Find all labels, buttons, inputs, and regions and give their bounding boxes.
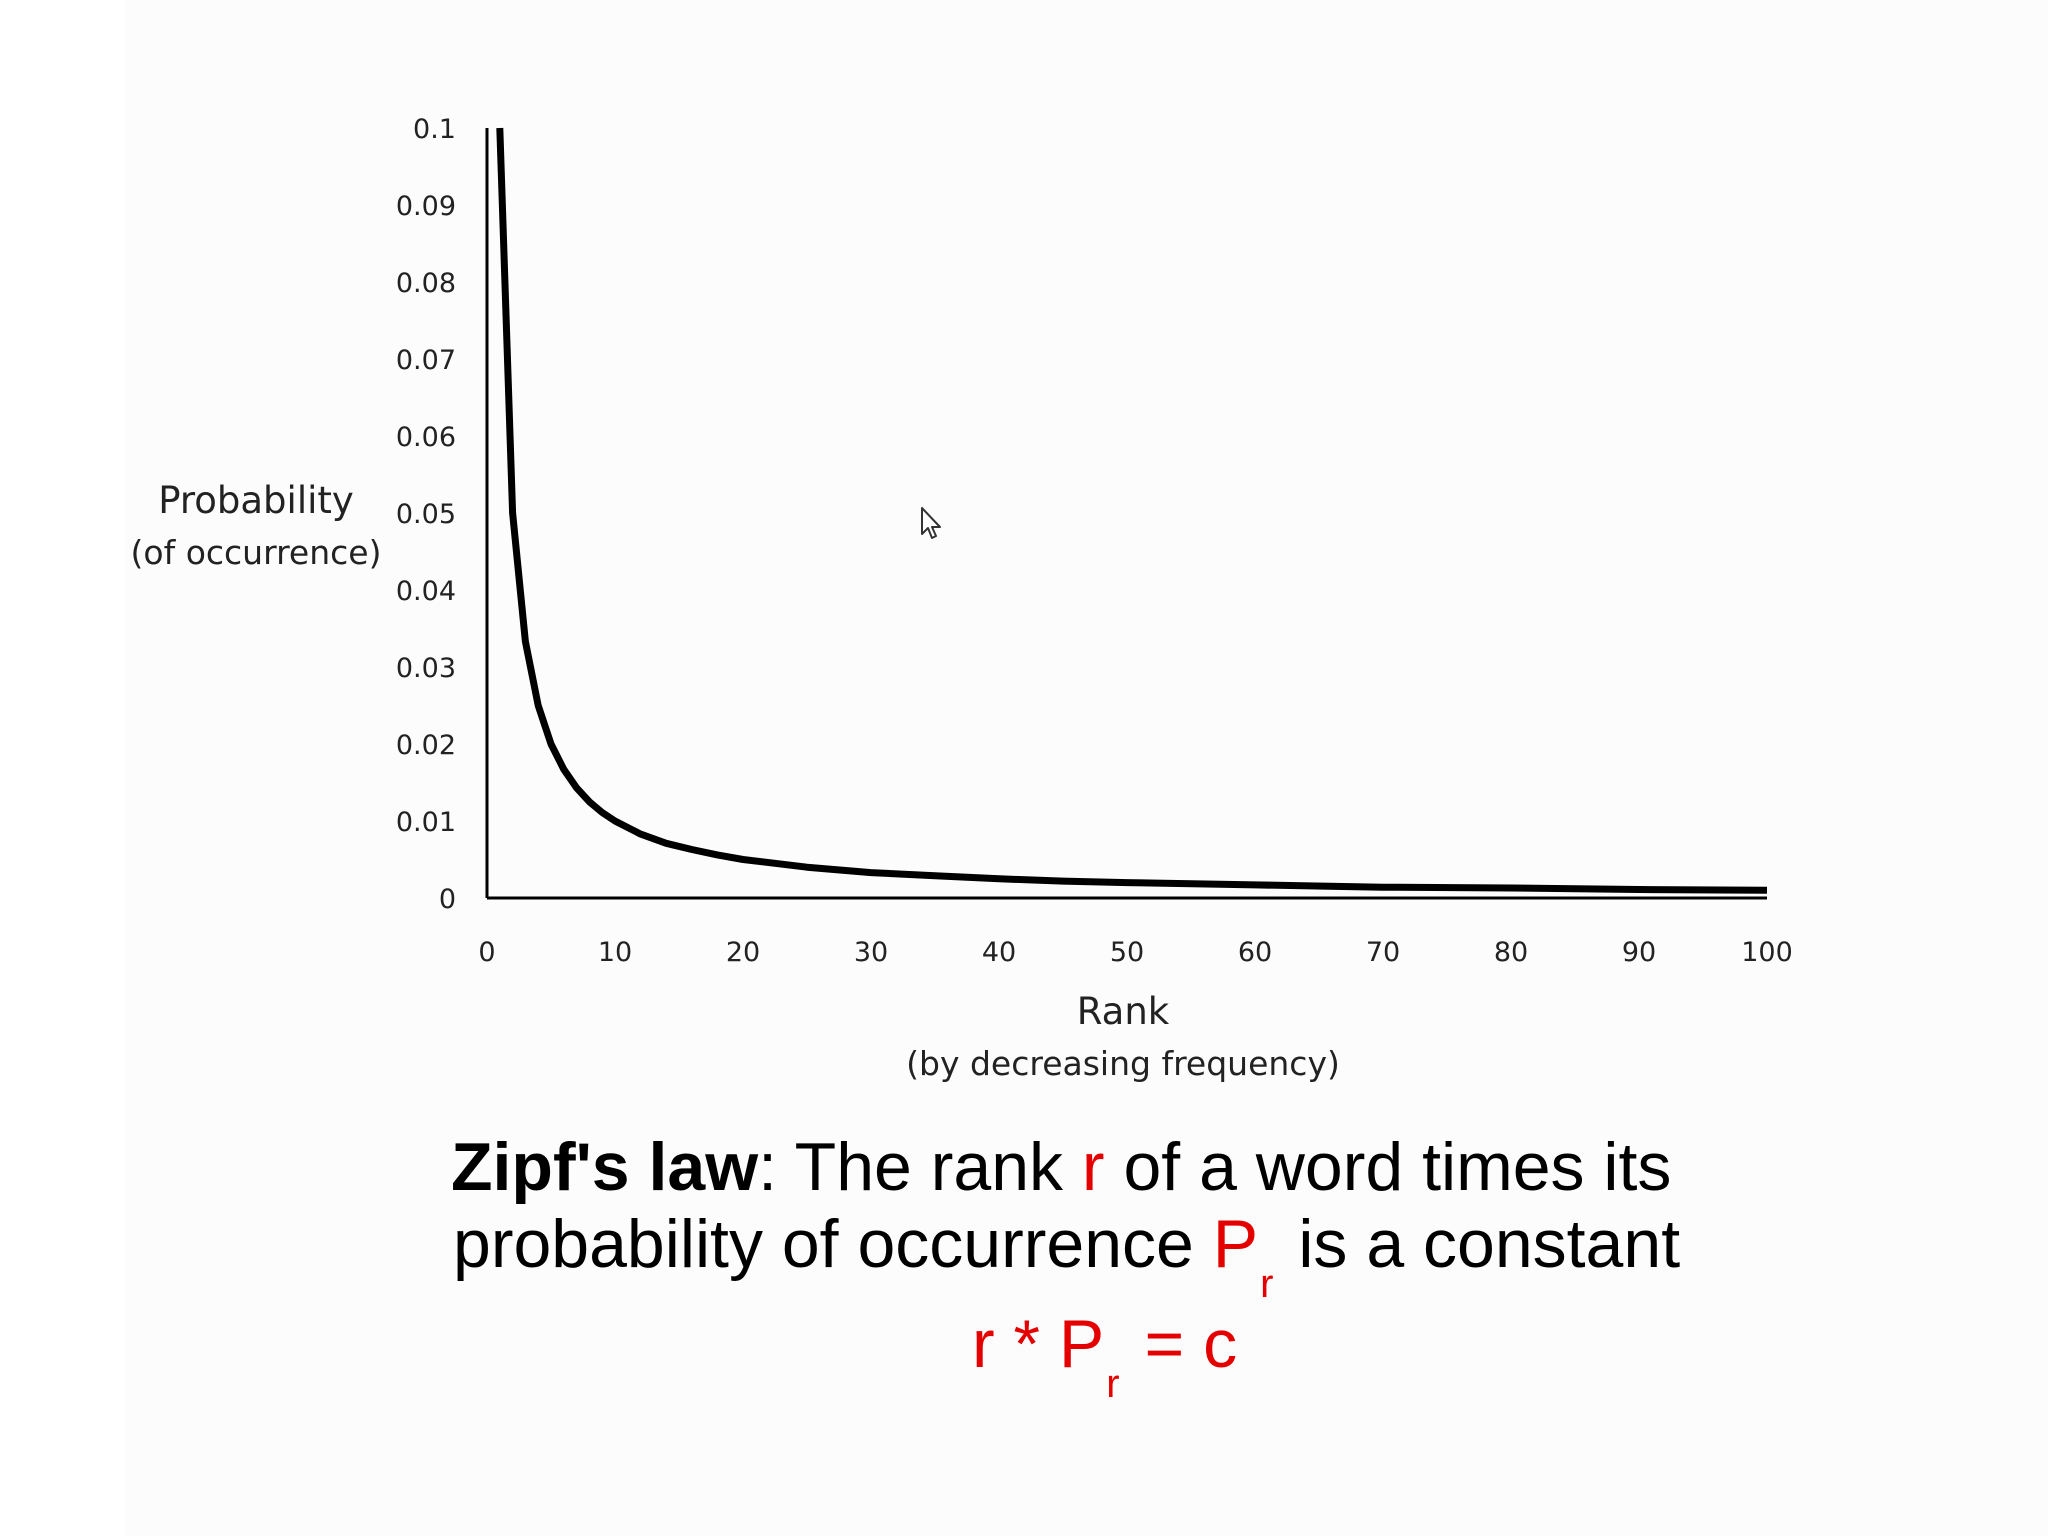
x-tick-label: 0 [478,937,495,968]
y-tick-label: 0.06 [396,422,456,453]
formula-equals-c: = c [1125,1306,1238,1382]
x-tick-label: 10 [598,937,632,968]
slide-panel [125,0,2048,1536]
caption-line-1: Zipf's law: The rank r of a word times i… [451,1128,1831,1206]
series-line-zipf [496,127,1768,894]
x-tick-label: 90 [1622,937,1656,968]
x-axis-label: Rank [1077,990,1170,1033]
x-axis-sublabel: (by decreasing frequency) [906,1044,1340,1083]
x-tick-label: 80 [1494,937,1528,968]
x-tick-label: 40 [982,937,1016,968]
probability-variable: P [1212,1206,1259,1282]
x-tick-label: 20 [726,937,760,968]
y-tick-label: 0 [439,884,456,915]
x-tick-label: 60 [1238,937,1272,968]
y-tick-label: 0.1 [413,114,456,145]
mouse-pointer-icon [921,507,941,539]
formula-P: P [1058,1306,1105,1382]
y-tick-label: 0.03 [396,653,456,684]
y-axis-ticks: 0 0.01 0.02 0.03 0.04 0.05 0.06 0.07 0.08 0.09 0.1 [396,114,456,915]
caption-text-2b: is a constant [1279,1206,1681,1282]
caption-text-1b: of a word times its [1104,1129,1672,1205]
x-tick-label: 100 [1741,937,1793,968]
zipf-formula: r * Pr = c [972,1305,1238,1406]
y-tick-label: 0.04 [396,576,456,607]
y-tick-label: 0.02 [396,730,456,761]
y-tick-label: 0.08 [396,268,456,299]
probability-subscript: r [1260,1262,1274,1306]
zipf-law-term: Zipf's law [451,1129,759,1205]
x-tick-label: 30 [854,937,888,968]
formula-times: * [994,1306,1059,1382]
caption-text-2a: probability of occurrence [453,1206,1213,1282]
caption-text-1a: The rank [777,1129,1082,1205]
caption-colon: : [758,1129,778,1205]
x-axis-ticks: 0 10 20 30 40 50 60 70 80 90 100 [478,937,1792,968]
x-tick-label: 50 [1110,937,1144,968]
y-tick-label: 0.09 [396,191,456,222]
x-tick-label: 70 [1366,937,1400,968]
y-tick-label: 0.07 [396,345,456,376]
formula-subscript: r [1106,1362,1120,1406]
caption-line-2: probability of occurrence Pr is a consta… [453,1205,1833,1306]
y-axis-label: Probability [158,479,354,522]
y-tick-label: 0.05 [396,499,456,530]
y-axis-sublabel: (of occurrence) [131,533,382,572]
formula-r: r [972,1306,995,1382]
y-tick-label: 0.01 [396,807,456,838]
rank-variable: r [1081,1129,1105,1205]
